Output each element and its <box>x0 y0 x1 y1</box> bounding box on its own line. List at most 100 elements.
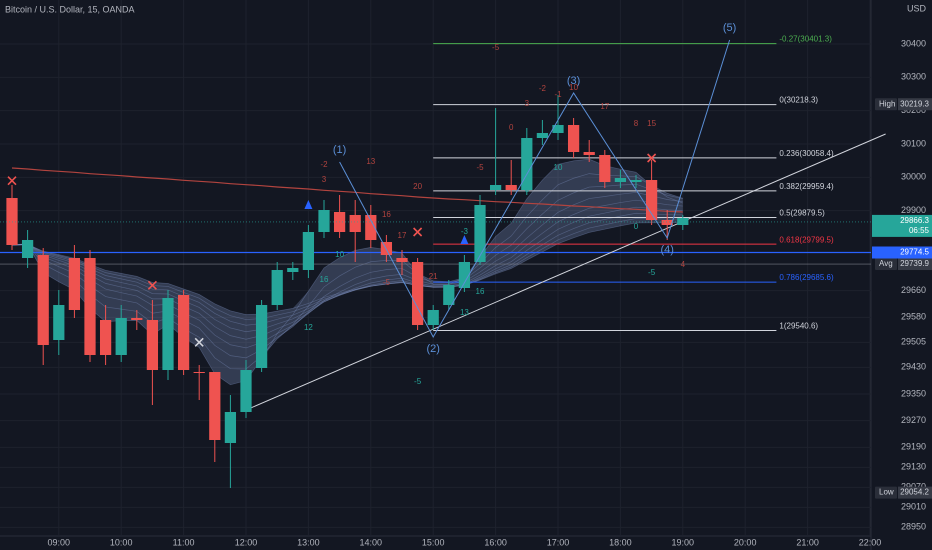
axes: 30400 30300 3 0 20 0 30100 30000 29900 29660 29580… <box>48 38 932 547</box>
candle-body <box>318 210 330 232</box>
wave-label: (4) <box>660 244 673 256</box>
annotation: 10 <box>554 163 563 172</box>
candle-body <box>677 218 689 225</box>
signal-cross <box>7 176 17 186</box>
annotation: 12 <box>304 323 313 332</box>
candle-body <box>271 270 283 305</box>
y-tick-label: 29580 <box>901 312 926 322</box>
annotation: 0 <box>634 222 639 231</box>
annotation: -5 <box>492 43 500 52</box>
x-tick-label: 14:00 <box>360 537 383 547</box>
annotation: 10 <box>569 83 578 92</box>
candle-body <box>302 232 315 270</box>
candle-body <box>53 305 65 340</box>
candle-body <box>287 268 299 272</box>
candle-body <box>162 298 174 370</box>
candle-body <box>21 240 34 258</box>
candle-body <box>489 185 502 190</box>
fib-label: 0.786(29685.6) <box>779 273 834 282</box>
candle-body <box>645 180 658 220</box>
ema-line <box>11 212 683 326</box>
wave-label: (5) <box>723 22 736 34</box>
x-tick-label: 17:00 <box>547 537 570 547</box>
x-tick-label: 15:00 <box>422 537 445 547</box>
candle-body <box>6 198 18 245</box>
candle-body <box>661 220 673 225</box>
price-tag-value: 29054.2 <box>900 488 929 497</box>
y-tick-label: 30000 <box>901 172 926 182</box>
candle-body <box>552 125 564 133</box>
price-tag-name: Avg <box>879 259 893 268</box>
price-tag-name-bg <box>875 258 897 271</box>
x-tick-label: 12:00 <box>235 537 258 547</box>
price-tag-name-bg <box>875 486 897 499</box>
annotation: -5 <box>648 268 656 277</box>
current-price-value: 29866.3 <box>900 216 929 225</box>
x-tick-label: 20:00 <box>734 537 757 547</box>
candle-body <box>567 125 580 152</box>
ema-line <box>11 199 683 340</box>
candle-body <box>84 258 96 355</box>
annotation: 16 <box>476 287 485 296</box>
annotation: -3 <box>461 227 469 236</box>
annotation: 16 <box>382 210 391 219</box>
x-tick-label: 21:00 <box>796 537 819 547</box>
ema-line <box>11 206 683 333</box>
annotation: 13 <box>460 308 469 317</box>
price-tag-name: High <box>879 99 895 108</box>
candle-body <box>474 205 486 262</box>
x-tick-label: 10:00 <box>110 537 133 547</box>
annotation: 20 <box>413 182 422 191</box>
candle-body <box>599 155 611 182</box>
annotation: 0 <box>509 123 514 132</box>
ema-line <box>11 183 683 359</box>
annotation: -2 <box>320 160 328 169</box>
ema-line <box>11 222 683 315</box>
candle-body <box>99 320 112 355</box>
ema-line <box>11 173 683 370</box>
candle-body <box>396 258 408 262</box>
annotation: 4 <box>681 260 686 269</box>
candle-body <box>411 262 424 325</box>
y-tick-label: 28950 <box>901 522 926 532</box>
y-tick-label: 30300 <box>901 72 926 82</box>
x-tick-label: 22:00 <box>859 537 882 547</box>
y-tick-label: 29270 <box>901 415 926 425</box>
plot: -0.27(30401.3) 0(30218.3) 0.236(30058.4) 0.… <box>0 22 886 488</box>
y-tick-label: 29660 <box>901 285 926 295</box>
x-tick-label: 11:00 <box>173 537 195 547</box>
y-tick-label: 29010 <box>901 502 926 512</box>
annotation: 15 <box>647 119 656 128</box>
candle-body <box>349 215 361 232</box>
annotation: -5 <box>476 163 484 172</box>
annotation: 6 <box>525 185 530 194</box>
fib-label: 0.236(30058.4) <box>779 149 834 158</box>
signal-arrow <box>304 200 313 209</box>
fib-label: 1(29540.6) <box>779 322 818 331</box>
candle-body <box>255 305 268 368</box>
candle-body <box>536 133 549 138</box>
price-line-value: 29774.5 <box>900 248 929 257</box>
candle-body <box>365 215 377 240</box>
candle-body <box>583 152 595 155</box>
fib-label: 0.5(29879.5) <box>779 209 825 218</box>
fib-label: -0.27(30401.3) <box>779 35 832 44</box>
y-tick-label: 29900 <box>901 205 926 215</box>
candle-body <box>146 320 159 370</box>
candle-body <box>177 295 190 370</box>
fib-label: 0.618(29799.5) <box>779 235 834 244</box>
annotation: 17 <box>600 102 609 111</box>
fib-label: 0(30218.3) <box>779 96 818 105</box>
annotation: -5 <box>383 278 391 287</box>
signal-cross <box>647 153 657 163</box>
signal-cross <box>147 280 157 290</box>
x-tick-label: 13:00 <box>297 537 320 547</box>
annotation: 10 <box>335 250 344 259</box>
y-tick-label: 29350 <box>901 388 926 398</box>
price-tag-name: Low <box>879 488 894 497</box>
price-tag-value: 29739.9 <box>900 259 929 268</box>
fib-label: 0.382(29959.4) <box>779 182 834 191</box>
candle-body <box>521 138 533 190</box>
trendline <box>245 133 886 411</box>
